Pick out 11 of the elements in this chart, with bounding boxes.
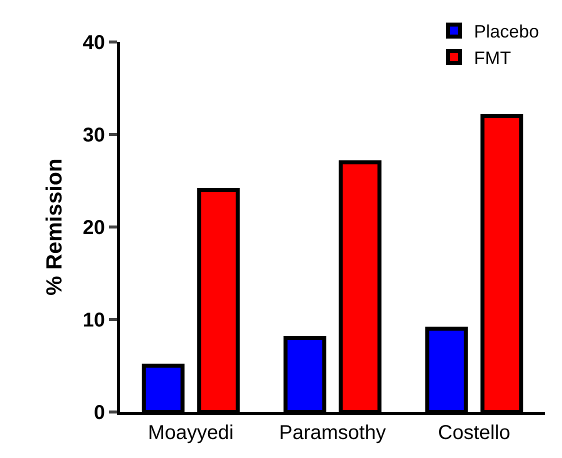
x-tick-label: Moayyedi <box>148 422 234 444</box>
x-tick-label: Paramsothy <box>279 422 386 444</box>
y-tick-label: 0 <box>94 402 105 424</box>
y-tick-label: 30 <box>82 124 105 146</box>
y-tick-label: 40 <box>82 32 105 54</box>
y-tick-label: 10 <box>82 310 105 332</box>
y-axis-title: % Remission <box>42 158 67 296</box>
y-tick-label: 20 <box>82 217 105 239</box>
x-tick-label: Costello <box>438 422 510 444</box>
legend-label: FMT <box>474 48 511 68</box>
legend-label: Placebo <box>474 22 540 42</box>
